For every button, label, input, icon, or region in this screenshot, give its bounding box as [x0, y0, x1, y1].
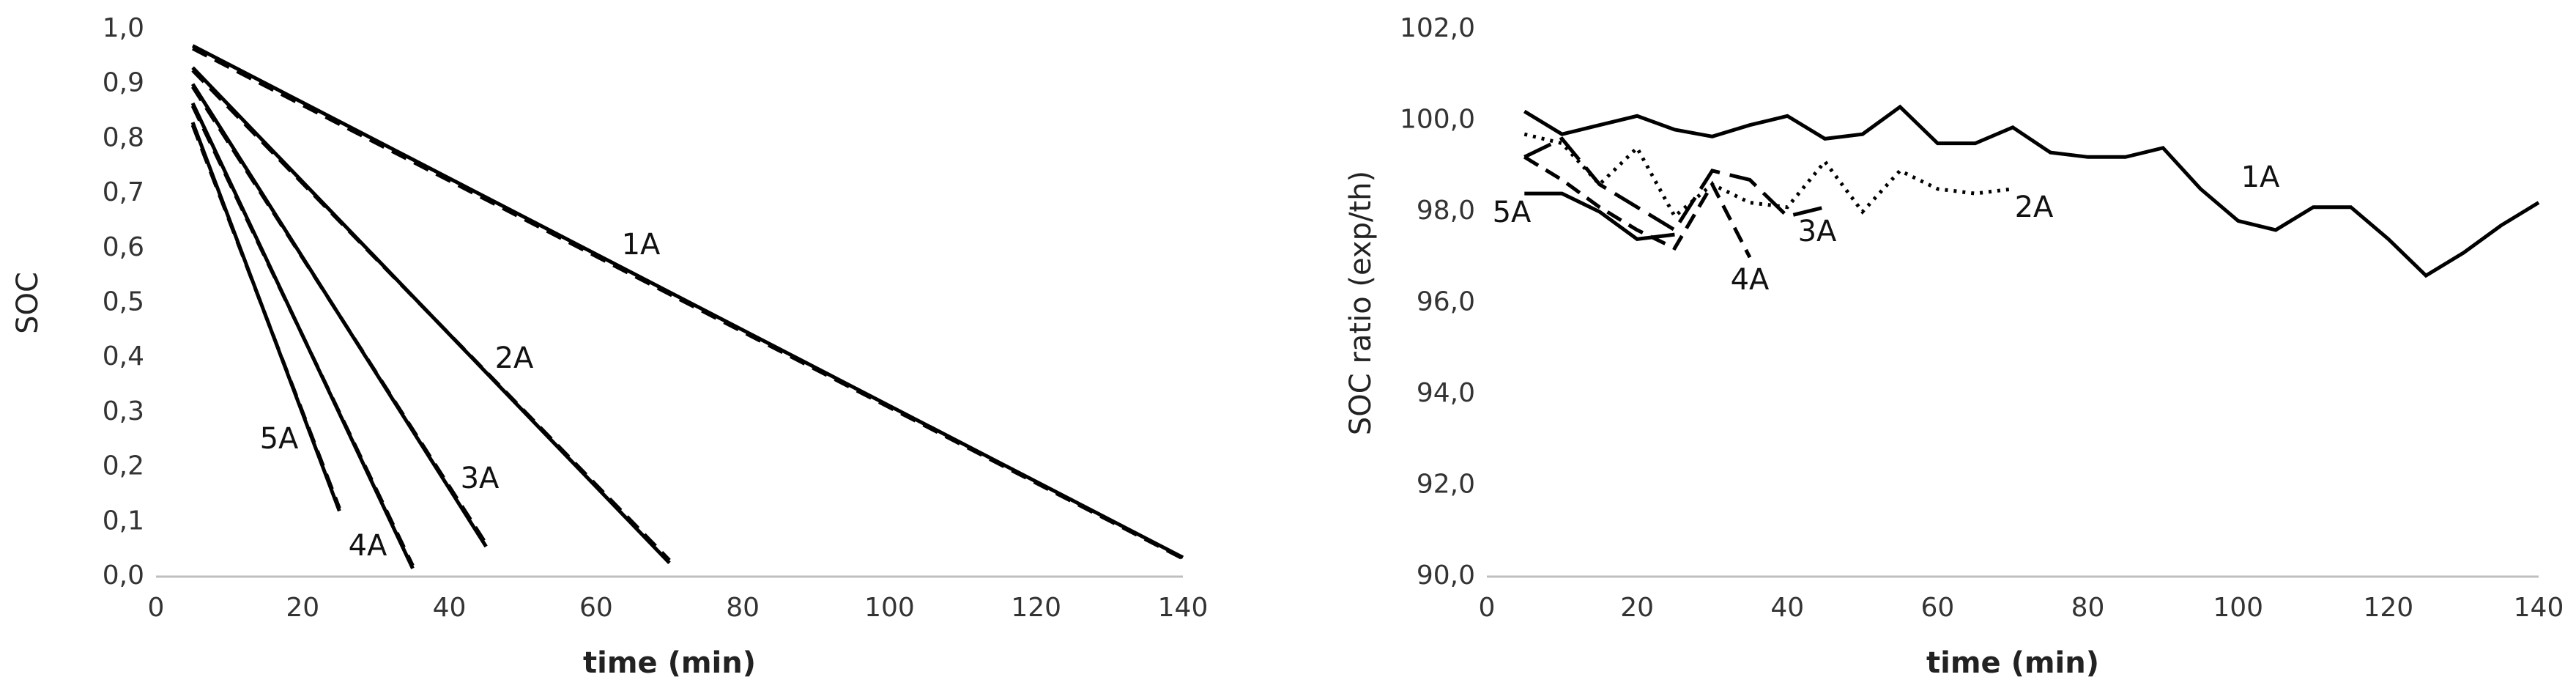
series-line: [1523, 104, 2540, 278]
y-tick-label: 92,0: [1417, 470, 1475, 500]
y-tick-label: 90,0: [1417, 561, 1475, 591]
x-tick-label: 0: [1479, 593, 1496, 623]
x-tick-label: 140: [2514, 593, 2564, 623]
series-label: 3A: [461, 462, 500, 495]
x-tick-label: 140: [1158, 593, 1209, 623]
x-axis-title: time (min): [1926, 646, 2099, 680]
y-tick-label: 0,2: [103, 451, 144, 481]
y-tick-label: 0,6: [103, 232, 144, 262]
y-tick-label: 0,8: [103, 122, 144, 152]
y-tick-label: 102,0: [1400, 13, 1475, 43]
series-line: [190, 86, 488, 545]
series-label: 4A: [1731, 263, 1770, 297]
series-label: 1A: [2241, 160, 2280, 194]
series-line: [191, 69, 671, 562]
y-tick-label: 100,0: [1400, 105, 1475, 135]
y-tick-label: 0,1: [103, 506, 144, 536]
y-tick-label: 0,3: [103, 396, 144, 426]
y-tick-label: 0,7: [103, 177, 144, 207]
x-tick-label: 100: [864, 593, 915, 623]
x-tick-label: 120: [1011, 593, 1061, 623]
x-tick-label: 20: [1620, 593, 1654, 623]
x-tick-label: 20: [286, 593, 319, 623]
series-label: 3A: [1798, 215, 1837, 248]
y-tick-label: 94,0: [1417, 378, 1475, 408]
x-tick-label: 120: [2363, 593, 2413, 623]
series-label: 1A: [622, 228, 661, 262]
y-axis-title: SOC: [11, 272, 45, 334]
x-tick-label: 80: [726, 593, 760, 623]
series-label: 2A: [2015, 191, 2054, 224]
y-tick-label: 0,0: [103, 561, 144, 591]
series-label: 5A: [260, 422, 299, 456]
series-line: [1524, 191, 1675, 241]
series-line: [1523, 132, 2013, 220]
y-tick-label: 0,5: [103, 287, 144, 317]
x-tick-label: 100: [2213, 593, 2263, 623]
x-axis-title: time (min): [583, 646, 756, 680]
y-tick-label: 98,0: [1417, 196, 1475, 226]
series-line: [1523, 136, 1826, 233]
series-label: 2A: [495, 341, 534, 375]
series-label: 4A: [349, 529, 387, 563]
x-tick-label: 80: [2071, 593, 2105, 623]
x-tick-label: 60: [1921, 593, 1955, 623]
series-line: [190, 124, 341, 509]
y-tick-label: 1,0: [103, 13, 144, 43]
x-tick-label: 0: [148, 593, 165, 623]
x-tick-label: 40: [433, 593, 467, 623]
x-tick-label: 40: [1770, 593, 1804, 623]
x-tick-label: 60: [579, 593, 613, 623]
series-line: [191, 46, 1184, 561]
series-label: 5A: [1493, 196, 1532, 229]
y-tick-label: 96,0: [1417, 287, 1475, 317]
y-axis-title: SOC ratio (exp/th): [1344, 171, 1378, 435]
y-tick-label: 0,9: [103, 68, 144, 98]
series-line: [190, 105, 415, 567]
y-tick-label: 0,4: [103, 341, 144, 371]
series-line: [1523, 155, 1752, 259]
